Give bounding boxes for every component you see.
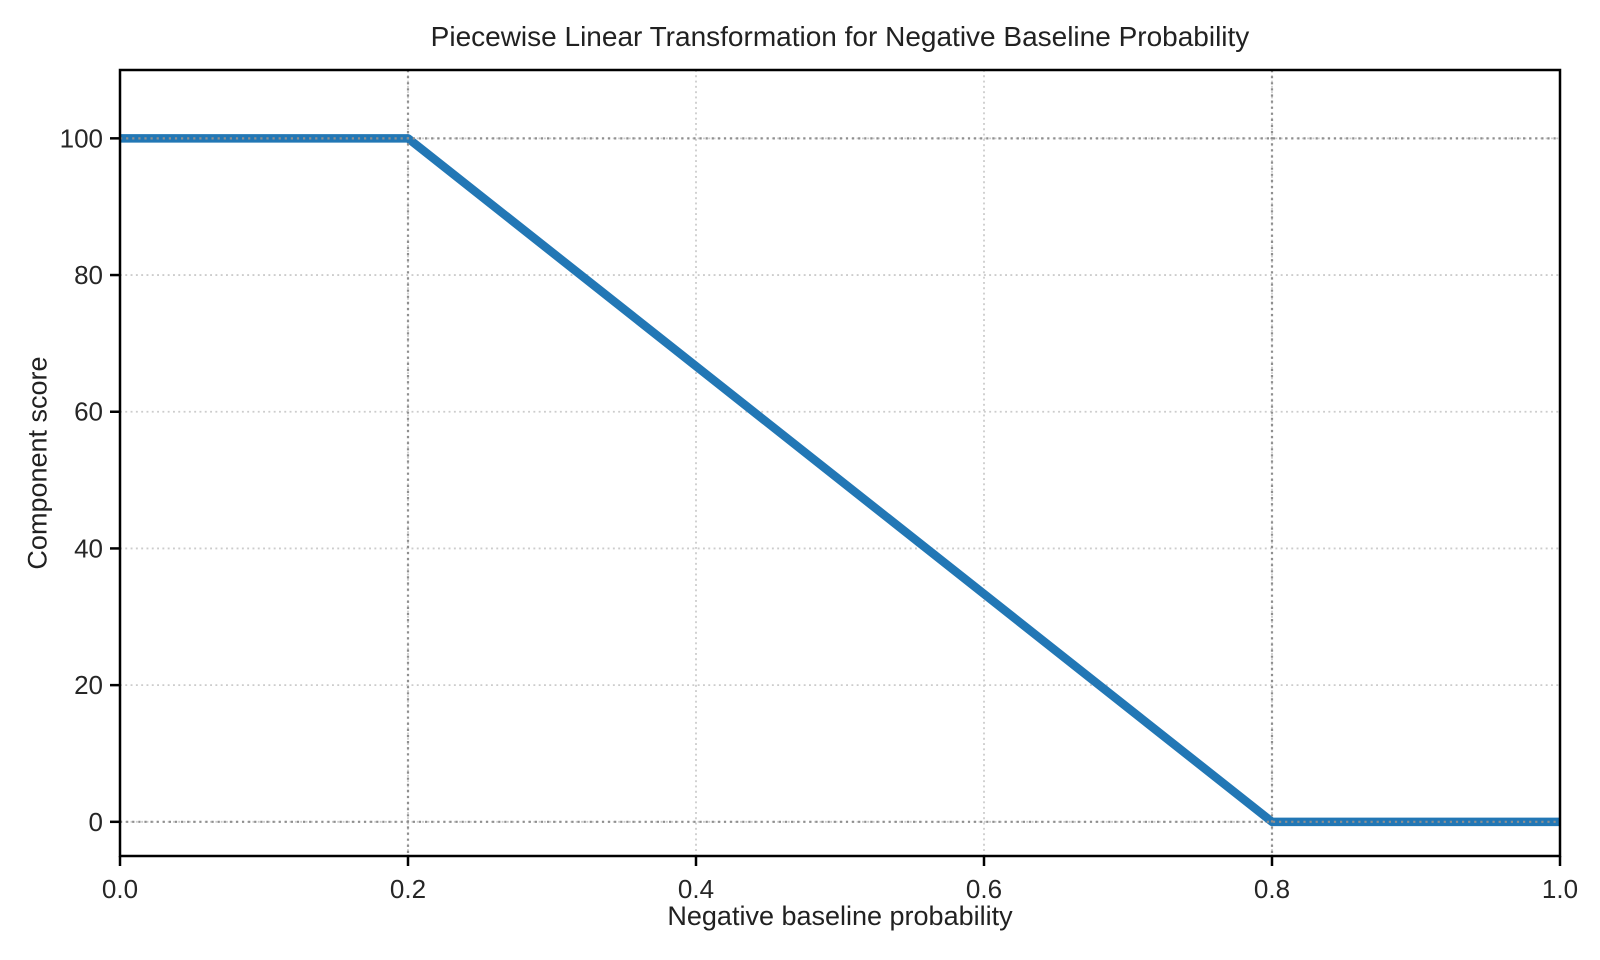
y-tick-label: 40 [74, 533, 103, 563]
x-axis-label: Negative baseline probability [667, 901, 1013, 931]
y-tick-label: 100 [60, 123, 103, 153]
y-axis-label: Component score [22, 356, 53, 570]
x-tick-label: 0.8 [1254, 874, 1290, 904]
y-tick-label: 80 [74, 260, 103, 290]
x-tick-label: 0.4 [678, 874, 714, 904]
series-line [120, 134, 1560, 827]
y-tick-label: 60 [74, 397, 103, 427]
x-tick-label: 1.0 [1542, 874, 1578, 904]
axes-spines [118, 68, 1562, 858]
chart-title: Piecewise Linear Transformation for Nega… [430, 21, 1250, 52]
x-tick-label: 0.2 [390, 874, 426, 904]
y-tick-label: 20 [74, 670, 103, 700]
x-tick-label: 0.0 [102, 874, 138, 904]
x-tick-label: 0.6 [966, 874, 1002, 904]
y-tick-label: 0 [89, 807, 103, 837]
